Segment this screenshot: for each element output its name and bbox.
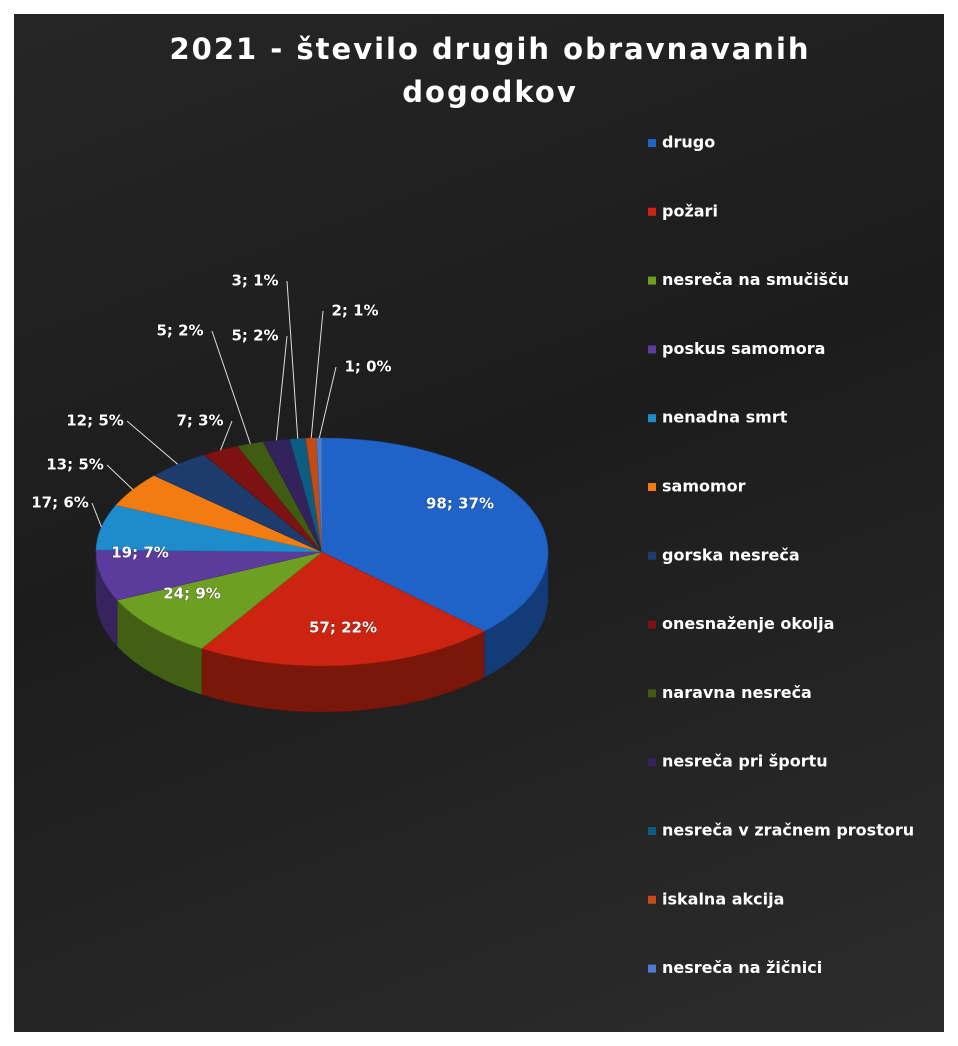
leader-line [286,280,299,439]
legend-swatch [648,276,656,285]
legend-swatch [648,827,656,835]
leader-line [220,420,233,451]
slice [95,549,323,601]
legend-label: onesnaženje okolja [662,614,834,633]
data-label: 12; 5% [66,412,124,430]
legend-label: nesreča pri športu [662,752,828,771]
legend-swatch [648,689,656,698]
legend-label: iskalna akcija [662,889,784,908]
legend-swatch [648,414,656,423]
data-label: 5; 2% [231,327,278,345]
data-label: 5; 2% [156,322,203,340]
slice [201,551,485,667]
legend-swatch [648,758,656,767]
legend-swatch [648,483,656,491]
data-label: 7; 3% [176,412,223,430]
legend-label: naravna nesreča [662,683,812,702]
legend-swatch [648,139,656,147]
legend-label: nenadna smrt [662,408,788,427]
slice [321,437,549,632]
legend-label: nesreča na žičnici [662,958,822,977]
leader-line [126,420,178,465]
data-label: 3; 1% [231,272,278,290]
legend-swatch [648,620,656,629]
legend-label: samomor [662,477,746,496]
data-label: 98; 37% [426,495,494,513]
leader-line [275,335,288,441]
legend-swatch [648,551,656,560]
chart-title: 2021 - število drugih obravnavanih dogod… [169,32,811,109]
legend-swatch [648,207,656,216]
legend-swatch [648,345,656,354]
legend-label: nesreča v zračnem prostoru [662,821,914,840]
leader-line [310,310,324,439]
legend-label: poskus samomora [662,339,825,358]
legend-label: požari [662,201,718,220]
data-label: 2; 1% [331,302,378,320]
slice [316,437,323,553]
legend-label: gorska nesreča [662,545,800,564]
data-label: 57; 22% [309,619,377,637]
data-label: 24; 9% [163,585,221,603]
leader-line [318,366,337,439]
legend-label: drugo [662,133,715,152]
data-label: 19; 7% [111,544,169,562]
leader-line [106,464,134,490]
data-label: 1; 0% [344,358,391,376]
legend-label: nesreča na smučišču [662,270,849,289]
leader-line [211,330,251,445]
slice [116,551,323,649]
legend-swatch [648,964,656,973]
leader-line [91,502,102,528]
legend-swatch [648,895,656,904]
data-label: 17; 6% [31,494,89,512]
data-label: 13; 5% [46,456,104,474]
